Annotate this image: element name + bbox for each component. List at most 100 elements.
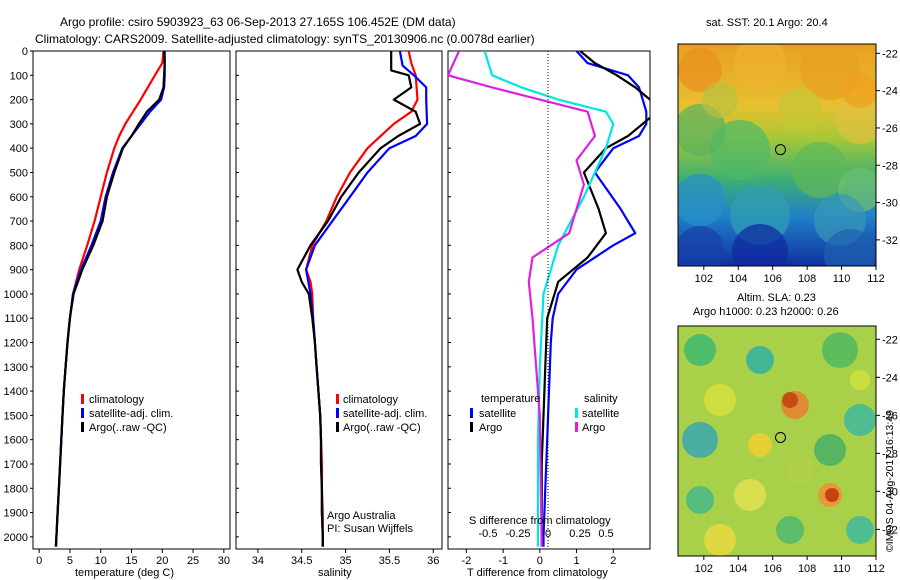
temperature-xlabel: temperature (deg C) — [75, 567, 174, 579]
difference-xlabel: T difference from climatology — [467, 567, 608, 579]
legend-label-climatology: climatology — [89, 394, 145, 406]
depth-tick-label: 1500 — [4, 410, 28, 422]
map-lat-label: -24 — [882, 372, 898, 384]
sla-map-title-line2: Argo h1000: 0.23 h2000: 0.26 — [693, 306, 839, 318]
map-lat-label: -26 — [882, 410, 898, 422]
x-tick-label: 35.5 — [379, 555, 400, 567]
depth-tick-label: 300 — [10, 119, 28, 131]
sla-map — [678, 326, 876, 556]
legend-label-s-argo: Argo — [582, 422, 605, 434]
map-lon-label: 106 — [764, 563, 782, 575]
legend-swatch-satellite — [81, 408, 84, 418]
sst-map — [678, 44, 876, 266]
legend-label-t-satellite: satellite — [479, 408, 516, 420]
map-lon-label: 108 — [798, 563, 816, 575]
map-lon-label: 102 — [695, 563, 713, 575]
map-lat-label: -30 — [882, 486, 898, 498]
x-tick-label: 20 — [156, 555, 168, 567]
series-line-t_satellite — [542, 51, 648, 547]
x-tick-label: 0 — [537, 555, 543, 567]
depth-tick-label: 1300 — [4, 362, 28, 374]
x-tick-label: 10 — [95, 555, 107, 567]
argo-location-marker — [774, 144, 786, 156]
legend-swatch-satellite — [336, 408, 339, 418]
depth-tick-label: 400 — [10, 143, 28, 155]
depth-tick-label: 1000 — [4, 289, 28, 301]
sst-map-title: sat. SST: 20.1 Argo: 20.4 — [706, 17, 828, 29]
depth-tick-label: 2000 — [4, 532, 28, 544]
legend-label-climatology: climatology — [343, 394, 399, 406]
x-tick-label: 25 — [187, 555, 199, 567]
depth-tick-label: 1700 — [4, 459, 28, 471]
map-lat-label: -32 — [882, 235, 898, 247]
map-lon-label: 110 — [833, 273, 851, 285]
series-line-climatology — [305, 51, 419, 547]
legend-label-s-satellite: satellite — [582, 408, 619, 420]
difference-plot-frame — [447, 50, 651, 550]
depth-tick-label: 900 — [10, 265, 28, 277]
x-tick-label: 35 — [339, 555, 351, 567]
figure-title-line2: Climatology: CARS2009. Satellite-adjuste… — [35, 32, 535, 46]
legend-label-satellite: satellite-adj. clim. — [89, 408, 173, 420]
salinity-legend: climatology satellite-adj. clim. Argo(..… — [327, 394, 427, 535]
map-lon-label: 104 — [729, 273, 747, 285]
x-tick-label: -2 — [461, 555, 471, 567]
salinity-xlabel: salinity — [318, 567, 352, 579]
map-lat-label: -24 — [882, 86, 898, 98]
map-lon-label: 106 — [764, 273, 782, 285]
legend-swatch-argo — [336, 422, 339, 432]
depth-tick-label: 200 — [10, 95, 28, 107]
series-line-argo — [55, 51, 166, 547]
sla-map-title-line1: Altim. SLA: 0.23 — [737, 292, 816, 304]
x-tick-label: 34.5 — [291, 555, 312, 567]
legend-swatch-climatology — [81, 394, 84, 404]
salinity-series — [296, 51, 429, 547]
annotation-argo-australia: Argo Australia — [327, 510, 396, 522]
series-line-t_argo — [540, 51, 650, 547]
x-tick-label: 30 — [218, 555, 230, 567]
depth-tick-label: 1800 — [4, 483, 28, 495]
x-tick-label: 0 — [36, 555, 42, 567]
depth-tick-label: 1900 — [4, 508, 28, 520]
map-lon-label: 112 — [867, 563, 885, 575]
sla-map-frame — [677, 325, 877, 557]
x-tick-label: 36 — [427, 555, 439, 567]
legend-swatch-t-argo — [470, 422, 473, 432]
legend-swatch-argo — [81, 422, 84, 432]
figure-title-line1: Argo profile: csiro 5903923_63 06-Sep-20… — [60, 15, 456, 29]
sst-map-axes: 102 104 106 108 110 112 -22 -24 -26 -28 -30 -32 — [695, 48, 898, 285]
x-tick-label: 34 — [252, 555, 264, 567]
top-tick-label: 0.25 — [569, 528, 590, 540]
map-lat-label: -28 — [882, 448, 898, 460]
depth-tick-label: 1400 — [4, 386, 28, 398]
difference-series — [448, 51, 650, 547]
legend-swatch-t-satellite — [470, 408, 473, 418]
legend-label-satellite: satellite-adj. clim. — [343, 408, 427, 420]
legend-swatch-s-argo — [575, 422, 578, 432]
temperature-legend: climatology satellite-adj. clim. Argo(..… — [81, 394, 173, 434]
temperature-series — [54, 51, 166, 547]
top-tick-label: -0.5 — [479, 528, 498, 540]
legend-swatch-s-satellite — [575, 408, 578, 418]
map-lon-label: 110 — [833, 563, 851, 575]
series-line-s_satellite — [483, 51, 615, 547]
depth-tick-label: 100 — [10, 70, 28, 82]
x-tick-label: 15 — [125, 555, 137, 567]
depth-tick-label: 800 — [10, 240, 28, 252]
top-tick-label: -0.25 — [505, 528, 530, 540]
legend-title-salinity: salinity — [584, 393, 618, 405]
depth-tick-label: 1600 — [4, 435, 28, 447]
argo-location-marker — [774, 431, 786, 443]
legend-label-t-argo: Argo — [479, 422, 502, 434]
map-lat-label: -22 — [882, 48, 898, 60]
series-line-argo — [296, 51, 422, 547]
legend-label-argo: Argo(..raw -QC) — [343, 422, 421, 434]
x-tick-label: 5 — [67, 555, 73, 567]
difference-legend: temperature salinity satellite Argo sate… — [470, 393, 619, 434]
series-line-satellite — [305, 51, 429, 547]
x-tick-label: -1 — [498, 555, 508, 567]
salinity-plot-frame — [235, 50, 443, 550]
series-line-s_argo — [448, 51, 596, 547]
legend-title-temperature: temperature — [481, 393, 540, 405]
